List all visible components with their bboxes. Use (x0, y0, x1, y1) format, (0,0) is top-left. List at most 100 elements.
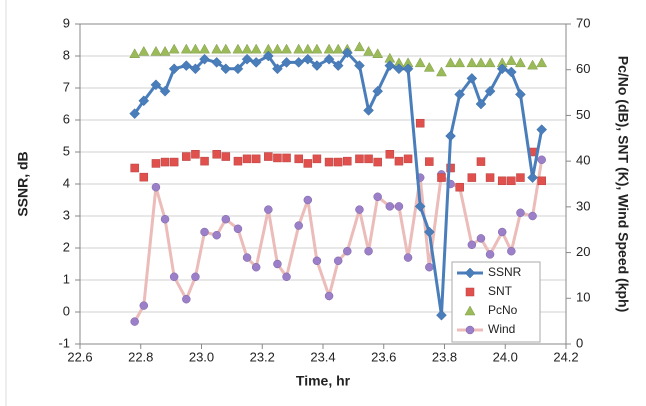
marker (476, 157, 486, 166)
marker (415, 118, 425, 128)
marker (251, 154, 261, 164)
marker (354, 41, 365, 52)
marker (139, 301, 149, 310)
marker (211, 57, 223, 68)
x-tick-label: 24.0 (493, 349, 518, 364)
marker (527, 59, 539, 70)
marker (211, 43, 223, 54)
y2-tick-label: 10 (576, 290, 590, 305)
x-tick-label: 23.0 (189, 349, 214, 364)
legend-label: PcNo (488, 303, 518, 317)
marker (168, 43, 180, 54)
y-tick-label: 2 (63, 239, 70, 254)
marker (220, 43, 232, 54)
y-tick-label: 6 (63, 111, 70, 126)
y2-tick-label: 40 (576, 153, 590, 168)
y-tick-label: 8 (63, 47, 70, 62)
marker (384, 60, 396, 71)
marker (333, 157, 343, 167)
marker (333, 256, 343, 266)
marker (129, 48, 141, 58)
marker (537, 176, 546, 186)
marker (475, 98, 487, 110)
marker (467, 173, 477, 182)
marker (312, 256, 322, 266)
marker (303, 159, 313, 168)
y2-tick-label: 70 (576, 15, 590, 30)
marker (402, 63, 414, 75)
marker (311, 60, 323, 71)
marker (414, 201, 426, 212)
marker (220, 63, 232, 75)
x-tick-label: 22.8 (128, 349, 153, 364)
marker (323, 53, 335, 65)
marker (536, 124, 548, 135)
y2-tick-label: 0 (576, 335, 583, 350)
marker (445, 130, 456, 142)
marker (466, 57, 478, 68)
x-tick-label: 22.6 (67, 349, 92, 364)
marker (437, 173, 446, 182)
marker (130, 163, 139, 173)
marker (454, 57, 466, 68)
marker (233, 156, 243, 166)
marker (191, 272, 200, 282)
y-tick-label: 7 (63, 79, 70, 94)
marker (311, 43, 323, 54)
marker (466, 73, 478, 84)
marker (221, 152, 231, 161)
marker (180, 43, 192, 54)
marker (403, 154, 413, 164)
marker (475, 57, 487, 68)
marker (250, 57, 262, 68)
marker (302, 53, 314, 65)
marker (151, 159, 161, 168)
marker (363, 45, 374, 56)
marker (232, 43, 244, 54)
y-tick-label: 9 (63, 15, 70, 30)
marker (454, 89, 466, 100)
marker (272, 43, 283, 54)
marker (281, 43, 292, 54)
legend-marker (465, 287, 475, 297)
marker (242, 154, 252, 164)
marker (423, 61, 435, 72)
marker (385, 202, 395, 211)
marker (394, 156, 404, 166)
legend-label: SSNR (488, 265, 522, 279)
marker (423, 226, 435, 238)
marker (354, 60, 365, 71)
legend-label: Wind (488, 322, 515, 336)
marker (323, 43, 335, 54)
marker (324, 157, 334, 167)
marker (272, 63, 283, 75)
y-tick-label: 5 (63, 143, 70, 158)
legend-marker (465, 325, 475, 335)
y2-axis-title: Pc/No (dB), SNT (K), Wind Speed (kph) (615, 56, 631, 313)
marker (324, 291, 334, 301)
marker (515, 57, 526, 68)
marker (414, 57, 426, 68)
marker (168, 63, 180, 75)
marker (527, 172, 538, 183)
y-axis-title: SSNR, dB (15, 151, 31, 216)
legend: SSNR SNT PcNo Wind (451, 261, 541, 343)
marker (425, 157, 434, 166)
plot-border (79, 23, 567, 345)
x-tick-label: 23.2 (250, 349, 275, 364)
marker (182, 294, 191, 304)
marker (200, 227, 209, 237)
marker (264, 152, 273, 161)
marker (436, 309, 447, 321)
marker (343, 246, 352, 256)
marker (363, 105, 374, 116)
marker (251, 262, 261, 272)
marker (341, 47, 353, 59)
marker (403, 253, 413, 262)
y-tick-label: 0 (63, 303, 70, 318)
marker (455, 182, 464, 192)
marker (191, 150, 200, 159)
y2-tick-label: 60 (576, 61, 590, 76)
marker (515, 89, 526, 100)
